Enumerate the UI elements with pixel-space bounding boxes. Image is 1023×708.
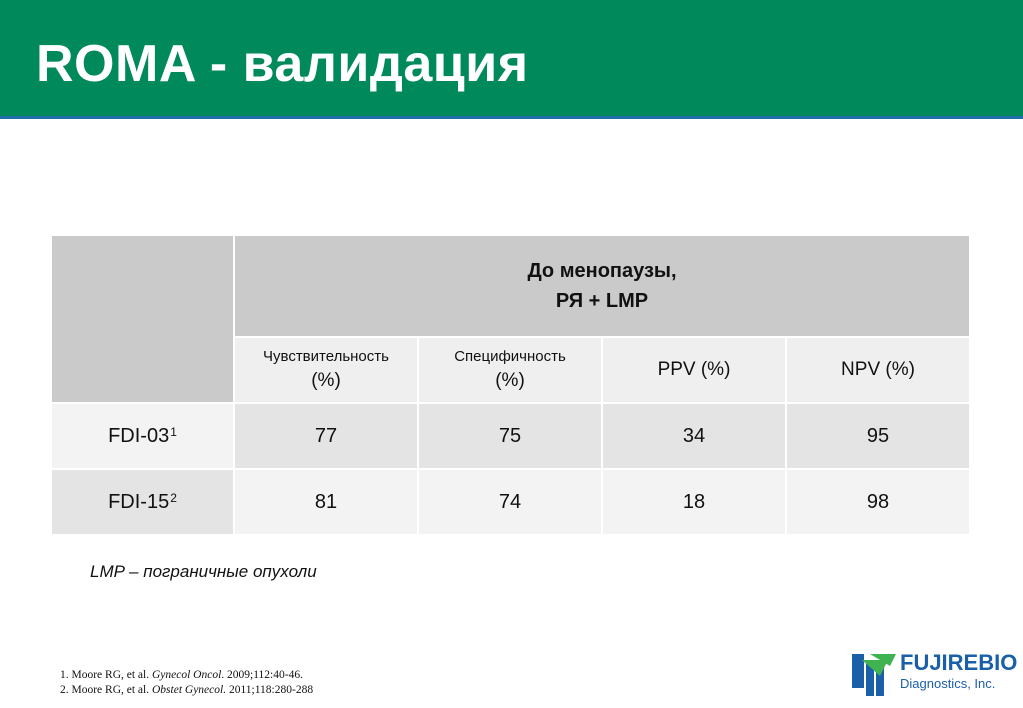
references: 1. Moore RG, et al. Gynecol Oncol. 2009;…	[60, 668, 313, 698]
table-row-label: FDI-15 2	[52, 470, 235, 536]
table-corner-cell	[52, 236, 235, 404]
reference-authors: 2. Moore RG, et al.	[60, 684, 152, 696]
reference-item: 2. Moore RG, et al. Obstet Gynecol. 2011…	[60, 683, 313, 698]
reference-details: . 2009;112:40-46.	[221, 669, 303, 681]
table-cell: 77	[235, 404, 419, 470]
company-logo: FUJIREBIO Diagnostics, Inc.	[852, 648, 1017, 700]
table-cell: 18	[603, 470, 787, 536]
table-cell: 74	[419, 470, 603, 536]
reference-journal: Obstet Gynecol.	[151, 684, 227, 696]
row-label-footnote: 1	[170, 425, 177, 439]
slide-header: ROMA - валидация	[0, 0, 1023, 119]
subheader-specificity: Специфичность (%)	[419, 338, 603, 404]
table-cell: 75	[419, 404, 603, 470]
subheader-label: NPV (%)	[841, 359, 915, 380]
results-table: До менопаузы, РЯ + LMP Чувствительность …	[52, 236, 971, 536]
table-row-label: FDI-03 1	[52, 404, 235, 470]
reference-authors: 1. Moore RG, et al.	[60, 669, 152, 681]
subheader-unit: (%)	[495, 370, 525, 391]
slide-title: ROMA - валидация	[36, 35, 529, 93]
row-label-text: FDI-03	[108, 424, 170, 447]
table-cell: 34	[603, 404, 787, 470]
logo-subtitle: Diagnostics, Inc.	[900, 676, 996, 691]
group-header-line1: До менопаузы,	[527, 260, 677, 282]
subheader-sensitivity: Чувствительность (%)	[235, 338, 419, 404]
table-cell: 95	[787, 404, 971, 470]
abbreviation-note: LMP – пограничные опухоли	[90, 562, 317, 581]
group-header-line2: РЯ + LMP	[555, 290, 649, 312]
table-cell: 81	[235, 470, 419, 536]
subheader-label: Специфичность	[454, 348, 566, 365]
row-label-footnote: 2	[170, 491, 177, 505]
group-header: До менопаузы, РЯ + LMP	[235, 236, 971, 338]
subheader-ppv: PPV (%)	[603, 338, 787, 404]
fujirebio-logo-icon	[852, 654, 896, 696]
reference-details: 2011;118:280-288	[226, 684, 314, 696]
reference-item: 1. Moore RG, et al. Gynecol Oncol. 2009;…	[60, 668, 313, 683]
table-cell: 98	[787, 470, 971, 536]
subheader-npv: NPV (%)	[787, 338, 971, 404]
subheader-label: Чувствительность	[263, 348, 389, 365]
reference-journal: Gynecol Oncol	[151, 669, 222, 681]
subheader-label: PPV (%)	[657, 359, 731, 380]
subheader-unit: (%)	[311, 370, 341, 391]
logo-wordmark: FUJIREBIO	[900, 650, 1018, 675]
row-label-text: FDI-15	[108, 490, 170, 513]
